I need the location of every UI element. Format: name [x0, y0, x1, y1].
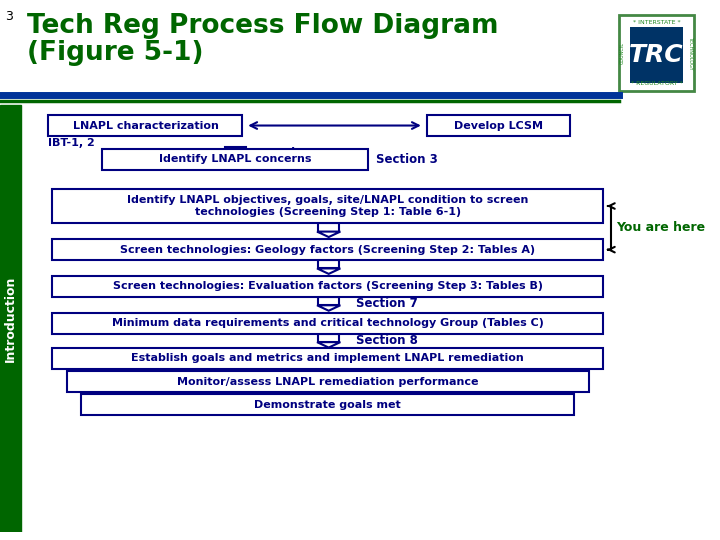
Bar: [618, 15, 694, 91]
Text: Tech Reg Process Flow Diagram: Tech Reg Process Flow Diagram: [27, 13, 499, 39]
Bar: [48, 115, 243, 136]
Bar: [53, 188, 603, 224]
Text: COUNCIL: COUNCIL: [620, 42, 625, 64]
Bar: [81, 394, 574, 415]
Text: 3: 3: [5, 10, 13, 23]
Bar: [53, 239, 603, 260]
Text: IBT-1, 2: IBT-1, 2: [48, 138, 95, 148]
Text: TRC: TRC: [629, 43, 684, 67]
Polygon shape: [317, 232, 341, 237]
Text: TECHNOLOGY: TECHNOLOGY: [688, 36, 693, 70]
Text: * INTERSTATE *: * INTERSTATE *: [633, 20, 680, 25]
Text: Section 3: Section 3: [377, 153, 438, 166]
Text: Demonstrate goals met: Demonstrate goals met: [254, 400, 401, 410]
Bar: [53, 313, 603, 334]
Text: Section 8: Section 8: [356, 334, 418, 347]
Text: * REGULATORY *: * REGULATORY *: [631, 81, 683, 86]
Polygon shape: [318, 224, 339, 232]
Bar: [102, 149, 369, 170]
Text: Section 6: Section 6: [262, 147, 324, 160]
Bar: [0, 8, 698, 96]
Polygon shape: [225, 147, 246, 155]
Polygon shape: [318, 334, 339, 342]
Bar: [53, 348, 603, 369]
Polygon shape: [317, 305, 341, 310]
Bar: [53, 276, 603, 297]
Polygon shape: [223, 155, 247, 160]
Bar: [0, 105, 22, 532]
Bar: [427, 115, 570, 136]
Bar: [630, 26, 683, 83]
Bar: [67, 371, 588, 392]
Text: LNAPL characterization: LNAPL characterization: [73, 120, 218, 131]
Text: Screen technologies: Evaluation factors (Screening Step 3: Tables B): Screen technologies: Evaluation factors …: [113, 281, 543, 292]
Text: Monitor/assess LNAPL remediation performance: Monitor/assess LNAPL remediation perform…: [177, 376, 479, 387]
Polygon shape: [318, 297, 339, 305]
Polygon shape: [318, 260, 339, 268]
Text: Minimum data requirements and critical technology Group (Tables C): Minimum data requirements and critical t…: [112, 318, 544, 328]
Text: Section 7: Section 7: [356, 298, 418, 310]
Text: You are here: You are here: [616, 221, 705, 234]
Text: (Figure 5-1): (Figure 5-1): [27, 40, 204, 66]
Text: Identify LNAPL objectives, goals, site/LNAPL condition to screen
technologies (S: Identify LNAPL objectives, goals, site/L…: [127, 195, 528, 217]
Polygon shape: [317, 268, 341, 274]
Text: Identify LNAPL concerns: Identify LNAPL concerns: [159, 154, 311, 165]
Text: Screen technologies: Geology factors (Screening Step 2: Tables A): Screen technologies: Geology factors (Sc…: [120, 245, 535, 255]
Text: Introduction: Introduction: [4, 275, 17, 362]
Text: Establish goals and metrics and implement LNAPL remediation: Establish goals and metrics and implemen…: [131, 353, 524, 363]
Text: Develop LCSM: Develop LCSM: [454, 120, 543, 131]
Polygon shape: [317, 342, 341, 348]
